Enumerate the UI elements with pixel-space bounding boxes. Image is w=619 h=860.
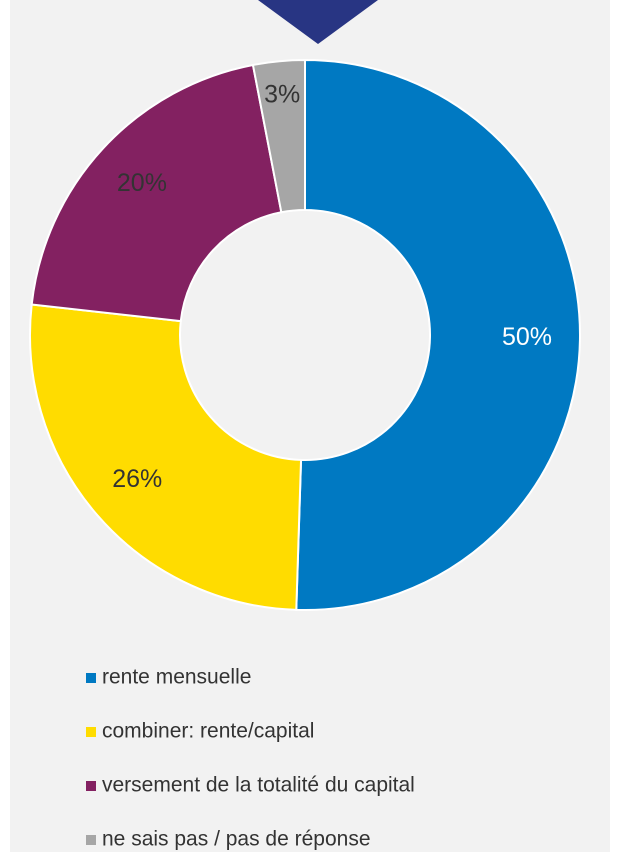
slice: [295, 58, 581, 611]
legend-swatch: [86, 727, 96, 737]
pointer: [258, 0, 378, 44]
slice: [251, 58, 306, 214]
legend-swatch: [86, 673, 96, 683]
legend-swatch: [86, 781, 96, 791]
legend-label: rente mensuelle: [102, 666, 251, 689]
legend-label: versement de la totalité du capital: [102, 774, 415, 797]
value-label: 20%: [117, 169, 167, 197]
slice: [30, 63, 283, 323]
value-label: 3%: [264, 81, 300, 109]
legend-label: combiner: rente/capital: [102, 720, 314, 743]
value-label: 50%: [502, 323, 552, 351]
legend-label: ne sais pas / pas de réponse: [102, 828, 371, 851]
slice: [29, 303, 303, 611]
value-label: 26%: [112, 465, 162, 493]
legend-swatch: [86, 835, 96, 845]
